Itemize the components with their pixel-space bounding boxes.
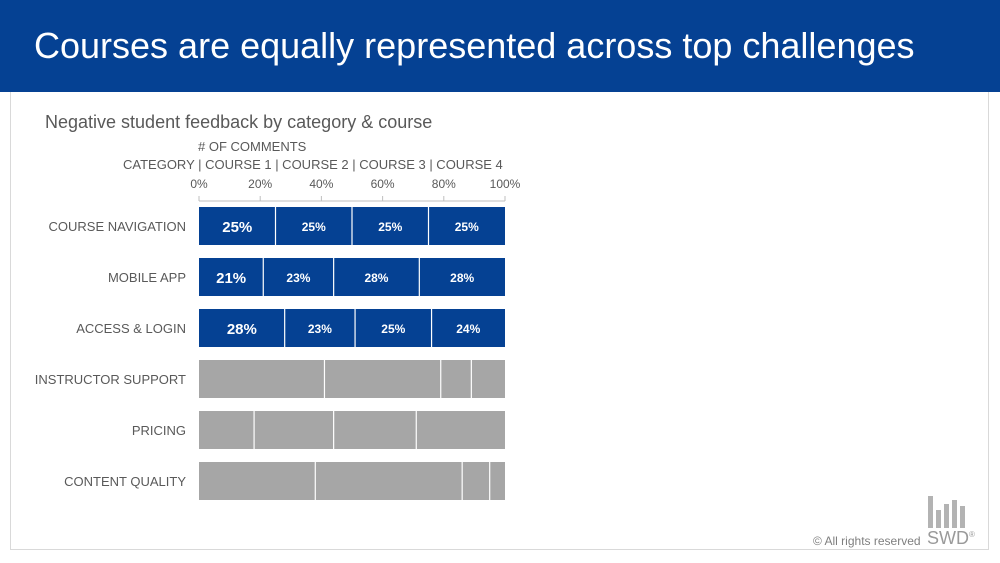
data-label: 25%: [222, 219, 252, 236]
copyright-text: © All rights reserved: [813, 534, 921, 548]
swd-logo-icon: [928, 496, 965, 528]
data-label: 24%: [456, 322, 480, 336]
data-label: 21%: [216, 270, 246, 287]
data-label: 28%: [450, 271, 474, 285]
bar-segment: [333, 258, 420, 296]
bar-segment: [489, 462, 505, 500]
x-tick-label: 80%: [432, 177, 456, 191]
data-label: 23%: [308, 322, 332, 336]
chart-subtitle: Negative student feedback by category & …: [45, 112, 433, 132]
bar-segment: [199, 309, 285, 347]
category-label: MOBILE APP: [108, 270, 186, 285]
brand-text: SWD®: [927, 528, 975, 549]
category-label: PRICING: [132, 423, 186, 438]
bar-segment: [440, 360, 472, 398]
bar-segment: [419, 258, 505, 296]
content-frame: [10, 92, 989, 550]
bar-segment: [199, 462, 316, 500]
data-label: 23%: [286, 271, 310, 285]
bar-segment: [355, 309, 432, 347]
data-label: 28%: [227, 321, 257, 338]
data-label: 28%: [364, 271, 388, 285]
bar-segment: [254, 411, 334, 449]
x-tick-label: 100%: [490, 177, 521, 191]
bar-segment: [199, 207, 276, 245]
x-tick-label: 20%: [248, 177, 272, 191]
category-label: COURSE NAVIGATION: [49, 219, 186, 234]
bar-segment: [352, 207, 429, 245]
bar-segment: [333, 411, 417, 449]
bar-segment: [431, 309, 505, 347]
page-title: Courses are equally represented across t…: [34, 25, 915, 66]
bar-segment: [199, 360, 325, 398]
data-label: 25%: [455, 220, 479, 234]
x-tick-label: 60%: [371, 177, 395, 191]
bar-segment: [263, 258, 334, 296]
bar-segment: [428, 207, 505, 245]
bar-segment: [471, 360, 505, 398]
title-bar: Courses are equally represented across t…: [0, 0, 1000, 92]
data-label: 25%: [378, 220, 402, 234]
axis-title: # OF COMMENTS: [198, 139, 307, 154]
bar-segment: [284, 309, 356, 347]
bar-segment: [315, 462, 463, 500]
x-tick-label: 0%: [190, 177, 208, 191]
bar-segment: [199, 258, 264, 296]
bar-segment: [275, 207, 352, 245]
category-label: ACCESS & LOGIN: [76, 321, 186, 336]
bar-segment: [199, 411, 255, 449]
bar-segment: [462, 462, 490, 500]
category-label: CONTENT QUALITY: [64, 474, 186, 489]
brand-name: SWD: [927, 528, 969, 548]
data-label: 25%: [302, 220, 326, 234]
x-tick-label: 40%: [309, 177, 333, 191]
data-label: 25%: [381, 322, 405, 336]
bar-segment: [416, 411, 505, 449]
brand-mark: ®: [969, 530, 975, 539]
category-label: INSTRUCTOR SUPPORT: [35, 372, 186, 387]
bar-segment: [324, 360, 441, 398]
legend-line: CATEGORY | COURSE 1 | COURSE 2 | COURSE …: [123, 157, 503, 172]
